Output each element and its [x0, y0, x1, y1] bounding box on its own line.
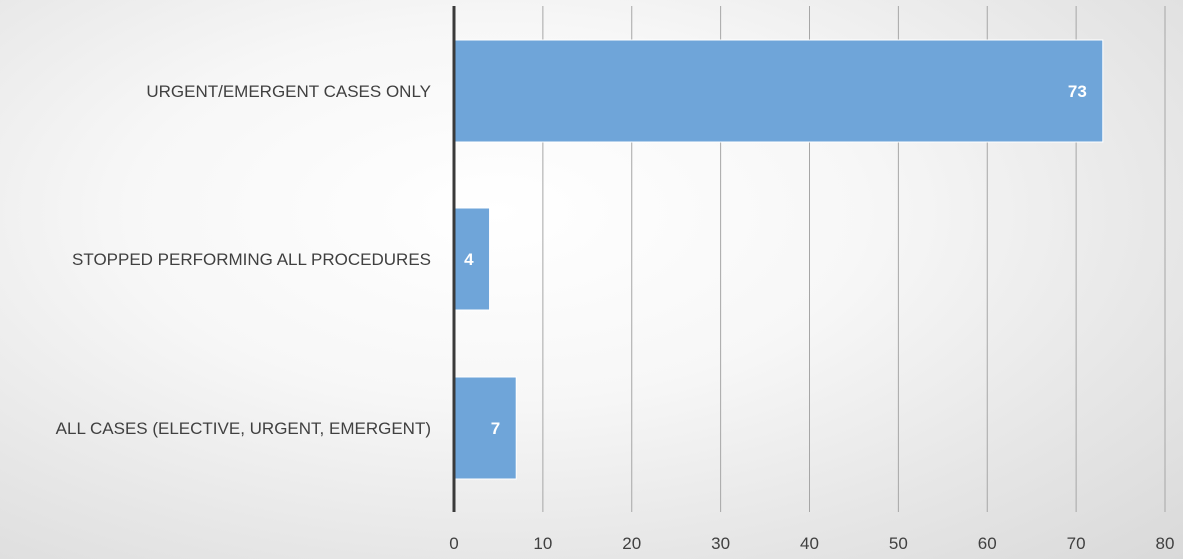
data-label: 4 [464, 250, 474, 269]
category-label: ALL CASES (ELECTIVE, URGENT, EMERGENT) [56, 419, 431, 438]
x-tick-label: 30 [711, 534, 730, 553]
data-label: 73 [1068, 82, 1087, 101]
bars: 73 4 7 [453, 39, 1104, 480]
x-tick-label: 70 [1067, 534, 1086, 553]
bar [453, 376, 517, 480]
x-tick-label: 0 [449, 534, 458, 553]
x-tick-label: 10 [533, 534, 552, 553]
bar [453, 39, 1104, 143]
x-tick-label: 50 [889, 534, 908, 553]
x-tick-label: 20 [622, 534, 641, 553]
data-label: 7 [491, 419, 500, 438]
x-tick-label: 40 [800, 534, 819, 553]
category-labels: URGENT/EMERGENT CASES ONLY STOPPED PERFOR… [56, 82, 431, 438]
category-label: URGENT/EMERGENT CASES ONLY [146, 82, 431, 101]
x-tick-label: 60 [978, 534, 997, 553]
value-axis: 0 10 20 30 40 50 60 70 80 [449, 6, 1174, 553]
category-label: STOPPED PERFORMING ALL PROCEDURES [72, 250, 431, 269]
x-tick-label: 80 [1156, 534, 1175, 553]
